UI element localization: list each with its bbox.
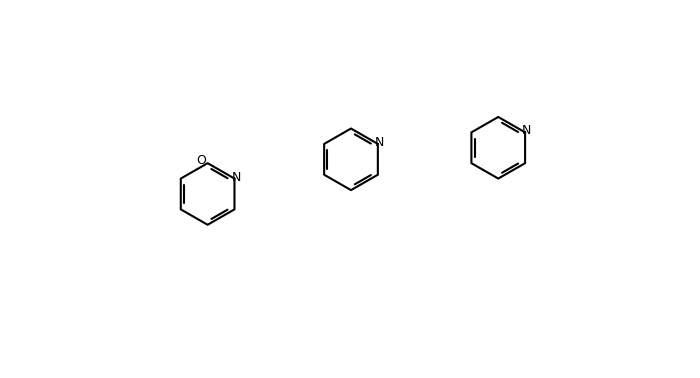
Text: N: N [231,170,241,184]
Text: O: O [197,153,206,167]
Text: N: N [374,136,384,149]
Text: N: N [522,124,531,137]
